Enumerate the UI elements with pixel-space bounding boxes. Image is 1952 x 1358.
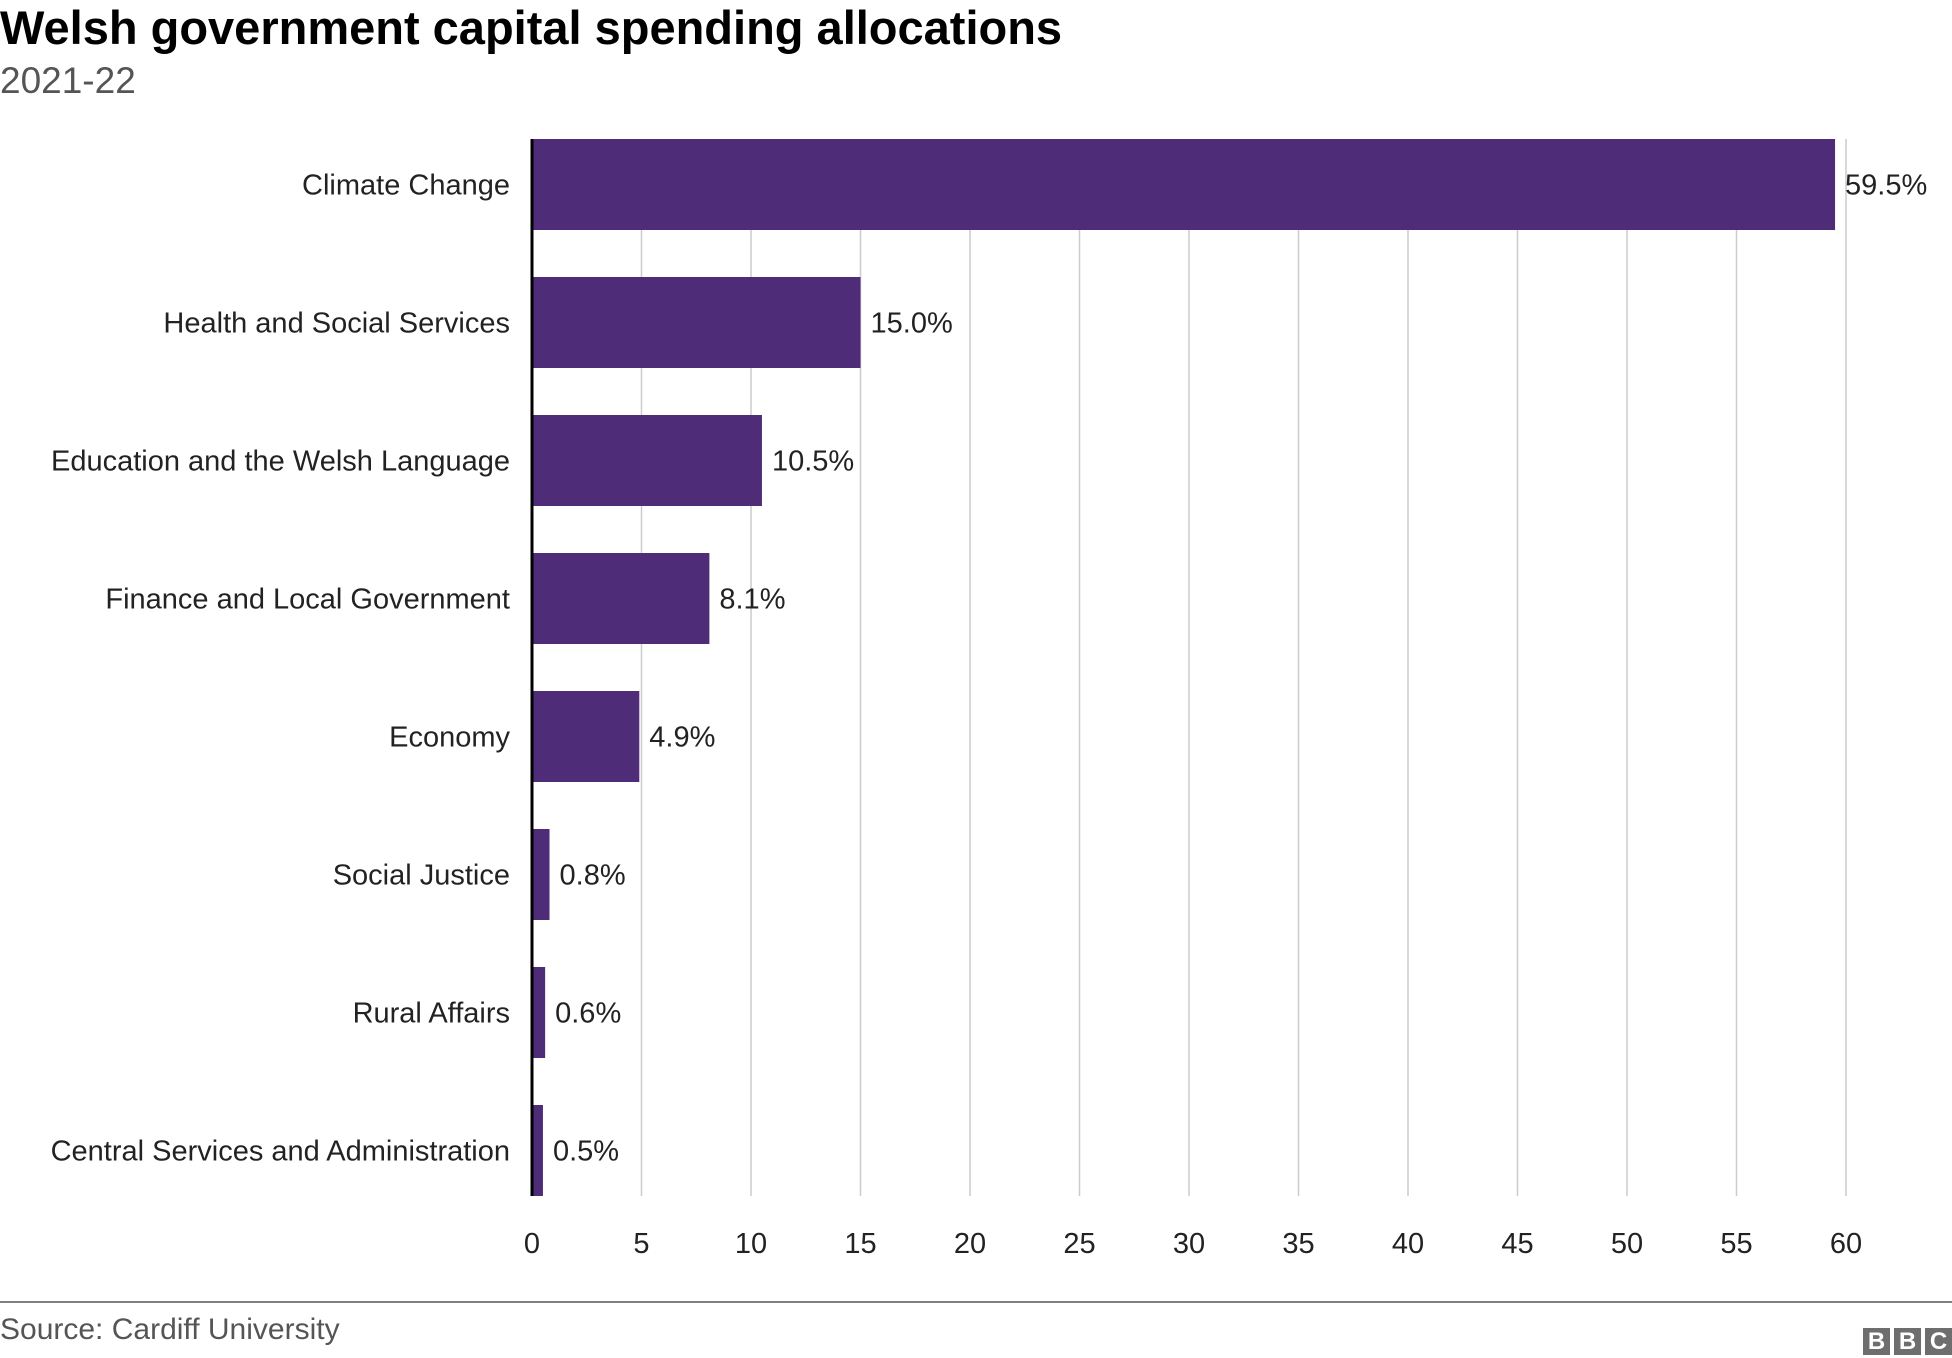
category-label: Economy xyxy=(389,722,510,754)
category-label: Climate Change xyxy=(302,170,510,202)
x-tick-label: 60 xyxy=(1830,1228,1862,1260)
data-label: 15.0% xyxy=(871,308,953,340)
x-tick-label: 25 xyxy=(1063,1228,1095,1260)
category-label: Health and Social Services xyxy=(163,308,510,340)
x-tick-label: 35 xyxy=(1282,1228,1314,1260)
x-tick-label: 5 xyxy=(633,1228,649,1260)
x-tick-label: 30 xyxy=(1173,1228,1205,1260)
data-label: 10.5% xyxy=(772,446,854,478)
footer-divider xyxy=(0,1301,1952,1303)
source-note: Source: Cardiff University xyxy=(0,1313,340,1346)
bar xyxy=(532,691,640,782)
bar xyxy=(532,829,550,920)
category-label: Rural Affairs xyxy=(353,998,510,1030)
category-label: Finance and Local Government xyxy=(105,584,510,616)
bar xyxy=(532,139,1836,230)
bar-chart: 0 5 10 15 20 25 30 35 40 45 50 55 60 Climate Change 59… xyxy=(51,139,1927,1260)
category-label: Central Services and Administration xyxy=(51,1136,510,1168)
x-tick-label: 0 xyxy=(524,1228,540,1260)
x-tick-label: 45 xyxy=(1501,1228,1533,1260)
category-label: Social Justice xyxy=(333,860,510,892)
x-tick-label: 50 xyxy=(1611,1228,1643,1260)
bar xyxy=(532,967,546,1058)
x-tick-label: 15 xyxy=(844,1228,876,1260)
bar xyxy=(532,277,861,368)
category-label: Education and the Welsh Language xyxy=(51,446,510,478)
data-label: 59.5% xyxy=(1845,170,1927,202)
data-label: 8.1% xyxy=(719,584,785,616)
x-tick-label: 40 xyxy=(1392,1228,1424,1260)
x-tick-label: 55 xyxy=(1720,1228,1752,1260)
bar xyxy=(532,1105,543,1196)
chart-subtitle: 2021-22 xyxy=(0,60,136,101)
x-tick-label: 10 xyxy=(735,1228,767,1260)
data-label: 0.8% xyxy=(560,860,626,892)
chart-title: Welsh government capital spending alloca… xyxy=(0,1,1063,54)
bar xyxy=(532,553,710,644)
data-label: 0.5% xyxy=(553,1136,619,1168)
data-label: 4.9% xyxy=(649,722,715,754)
x-tick-label: 20 xyxy=(954,1228,986,1260)
bar xyxy=(532,415,762,506)
data-label: 0.6% xyxy=(555,998,621,1030)
